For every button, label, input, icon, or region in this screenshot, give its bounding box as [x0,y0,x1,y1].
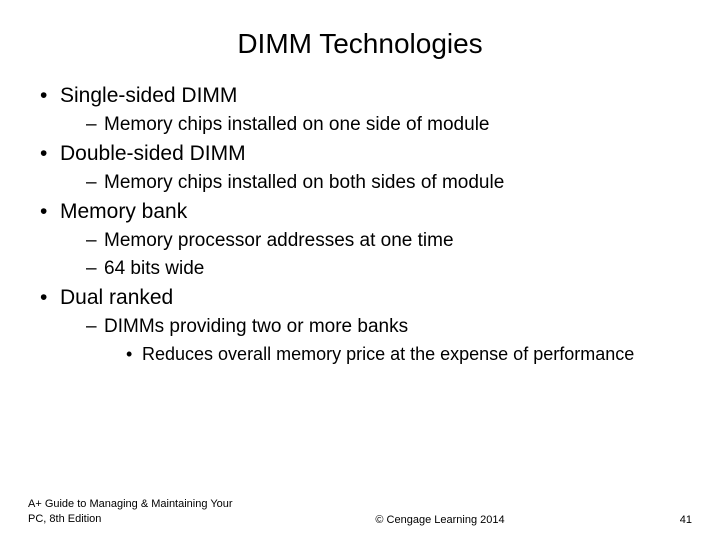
footer-copyright: © Cengage Learning 2014 [248,514,632,526]
bullet-level2: Memory chips installed on both sides of … [42,172,690,194]
bullet-level2: Memory processor addresses at one time [42,230,690,252]
slide-title: DIMM Technologies [0,0,720,84]
bullet-level1: Single-sided DIMM [42,84,690,108]
bullet-level2: DIMMs providing two or more banks [42,316,690,338]
bullet-level2: Memory chips installed on one side of mo… [42,114,690,136]
slide-body: Single-sided DIMM Memory chips installed… [0,84,720,365]
bullet-level1: Memory bank [42,200,690,224]
bullet-level2: 64 bits wide [42,258,690,280]
bullet-level1: Double-sided DIMM [42,142,690,166]
bullet-level3: Reduces overall memory price at the expe… [42,344,690,365]
bullet-level1: Dual ranked [42,286,690,310]
footer-left-text: A+ Guide to Managing & Maintaining Your … [28,497,248,526]
slide-number: 41 [632,514,692,526]
slide-footer: A+ Guide to Managing & Maintaining Your … [0,497,720,526]
